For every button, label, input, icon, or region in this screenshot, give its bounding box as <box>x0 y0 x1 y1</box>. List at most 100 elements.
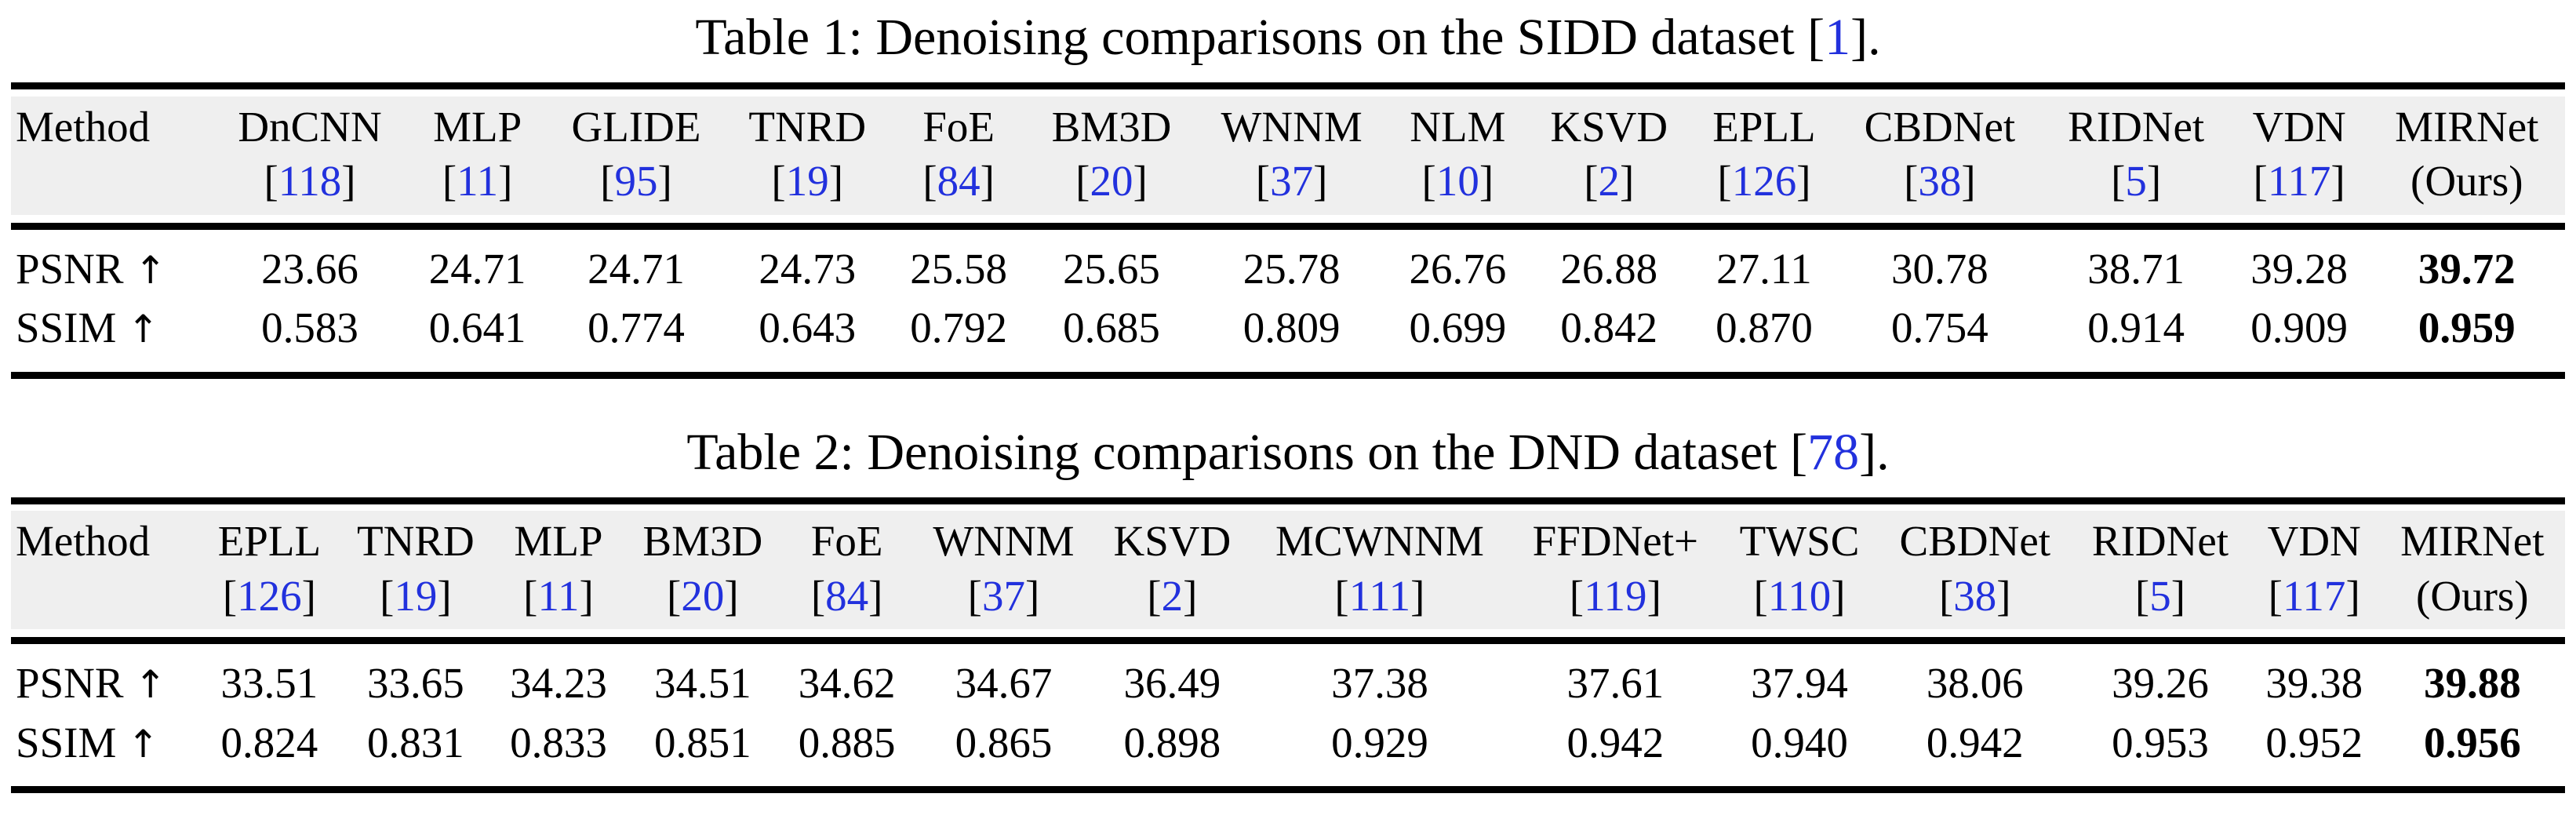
spacer-cell <box>11 773 2565 790</box>
citation-bracket: [ <box>264 157 278 206</box>
metric-value: 36.49 <box>1123 659 1221 708</box>
citation-link[interactable]: 84 <box>937 157 981 206</box>
citation-link[interactable]: 78 <box>1807 423 1860 481</box>
metric-value: 0.959 <box>2418 304 2516 352</box>
citation-link[interactable]: 20 <box>1090 157 1133 206</box>
header-method-label-cell: Method <box>11 511 201 630</box>
method-name: FFDNet+ <box>1532 517 1698 566</box>
citation-link[interactable]: 2 <box>1598 157 1621 206</box>
method-name: FoE <box>922 102 995 151</box>
metric-value: 39.26 <box>2112 659 2209 708</box>
metric-value: 0.685 <box>1063 304 1160 352</box>
spacer-cell <box>11 501 2565 511</box>
method-citation: [111] <box>1257 572 1502 621</box>
header-method-column: CBDNet [38] <box>1878 511 2072 630</box>
header-method-column: MIRNet (Ours) <box>2379 511 2565 630</box>
method-name: VDN <box>2267 517 2361 566</box>
up-arrow-icon: ↑ <box>127 723 159 767</box>
citation-bracket: ] <box>1796 157 1811 206</box>
metric-value: 0.583 <box>261 304 358 352</box>
citation-link[interactable]: 37 <box>981 571 1025 620</box>
method-name: WNNM <box>933 517 1075 566</box>
citation-link[interactable]: 117 <box>2282 571 2346 620</box>
citation-bracket: ] <box>724 571 739 620</box>
header-method-label-cell: Method <box>11 96 212 215</box>
citation-bracket: ] <box>1479 157 1494 206</box>
citation-link[interactable]: 117 <box>2267 157 2331 206</box>
citation-link[interactable]: 37 <box>1270 157 1314 206</box>
citation-bracket: [ <box>2111 157 2126 206</box>
header-method-column: MIRNet (Ours) <box>2368 96 2565 215</box>
metric-value: 34.67 <box>955 659 1053 708</box>
header-method-column: VDN [117] <box>2248 511 2380 630</box>
citation-link[interactable]: 20 <box>681 571 725 620</box>
metric-value: 34.51 <box>653 659 751 708</box>
citation-bracket: [ <box>2268 571 2283 620</box>
header-method-column: FFDNet+ [119] <box>1509 511 1721 630</box>
citation-link[interactable]: 110 <box>1767 571 1832 620</box>
citation-link[interactable]: 84 <box>825 571 869 620</box>
spacer-cell <box>11 644 2565 653</box>
metric-value: 26.76 <box>1409 244 1507 293</box>
citation-link[interactable]: 126 <box>237 571 302 620</box>
method-name: NLM <box>1410 102 1506 151</box>
method-name: KSVD <box>1113 517 1232 566</box>
method-citation: [10] <box>1396 157 1519 206</box>
method-citation: (Ours) <box>2377 157 2557 206</box>
method-name: MLP <box>514 517 603 566</box>
citation-link[interactable]: 1 <box>1825 9 1851 66</box>
citation-bracket: ] <box>1410 571 1425 620</box>
citation-bracket: ] <box>1646 571 1661 620</box>
citation-link[interactable]: 19 <box>394 571 438 620</box>
citation-link[interactable]: 5 <box>2125 157 2147 206</box>
midrule-line <box>11 222 2565 230</box>
citation-bracket: ] <box>2170 571 2186 620</box>
metric-value: 0.929 <box>1331 719 1428 767</box>
caption-text: . <box>1876 423 1890 481</box>
citation-link[interactable]: 118 <box>278 157 342 206</box>
header-method-column: WNNM [37] <box>912 511 1095 630</box>
caption-text: . <box>1868 9 1881 66</box>
metric-value: 0.865 <box>955 719 1053 767</box>
citation-bracket: ] <box>980 157 995 206</box>
metric-label: PSNR ↑ <box>11 239 212 299</box>
method-citation: [118] <box>220 157 400 206</box>
metric-value: 23.66 <box>261 244 358 293</box>
method-citation: [119] <box>1518 572 1713 621</box>
citation-link[interactable]: 126 <box>1731 157 1797 206</box>
citation-bracket: [ <box>1904 157 1919 206</box>
metric-label: SSIM ↑ <box>11 713 200 773</box>
citation-link[interactable]: 19 <box>785 157 829 206</box>
header-method-column: EPLL [126] <box>1690 96 1838 215</box>
citation-link[interactable]: 2 <box>1161 571 1184 620</box>
metric-value: 0.914 <box>2087 304 2185 352</box>
spacer-row <box>11 215 2565 223</box>
citation-link[interactable]: 119 <box>1584 571 1647 620</box>
header-method-column: MCWNNM [111] <box>1249 511 1510 630</box>
metric-value: 0.953 <box>2112 719 2209 767</box>
citation-link[interactable]: 11 <box>537 571 580 620</box>
citation-bracket: ] <box>1620 157 1635 206</box>
metric-value: 39.72 <box>2418 244 2516 293</box>
citation-link[interactable]: 95 <box>614 157 658 206</box>
citation-link[interactable]: 38 <box>1953 571 1997 620</box>
metric-name: PSNR <box>16 244 135 293</box>
metric-value: 0.851 <box>653 719 751 767</box>
citation-link[interactable]: 10 <box>1435 157 1479 206</box>
metric-row: PSNR ↑ 23.66 24.71 24.71 24.73 25.58 25.65 25.7… <box>11 239 2565 299</box>
metric-row: SSIM ↑ 0.583 0.641 0.774 0.643 0.792 0.685 0.80… <box>11 298 2565 358</box>
ours-note: (Ours) <box>2416 571 2529 620</box>
header-method-column: EPLL [126] <box>200 511 339 630</box>
citation-link[interactable]: 5 <box>2149 571 2171 620</box>
citation-link[interactable]: 11 <box>457 157 499 206</box>
method-name: BM3D <box>642 517 763 566</box>
citation-link[interactable]: 38 <box>1918 157 1962 206</box>
citation-bracket: [ <box>810 571 826 620</box>
metric-row: PSNR ↑ 33.51 33.65 34.23 34.51 34.62 34.67 36.4… <box>11 653 2565 713</box>
method-citation: [11] <box>500 572 616 621</box>
header-method-label: Method <box>16 102 151 151</box>
metric-value: 34.62 <box>798 659 896 708</box>
citation-link[interactable]: 111 <box>1348 571 1411 620</box>
metric-value: 0.942 <box>1566 719 1665 767</box>
method-name: EPLL <box>217 517 322 566</box>
